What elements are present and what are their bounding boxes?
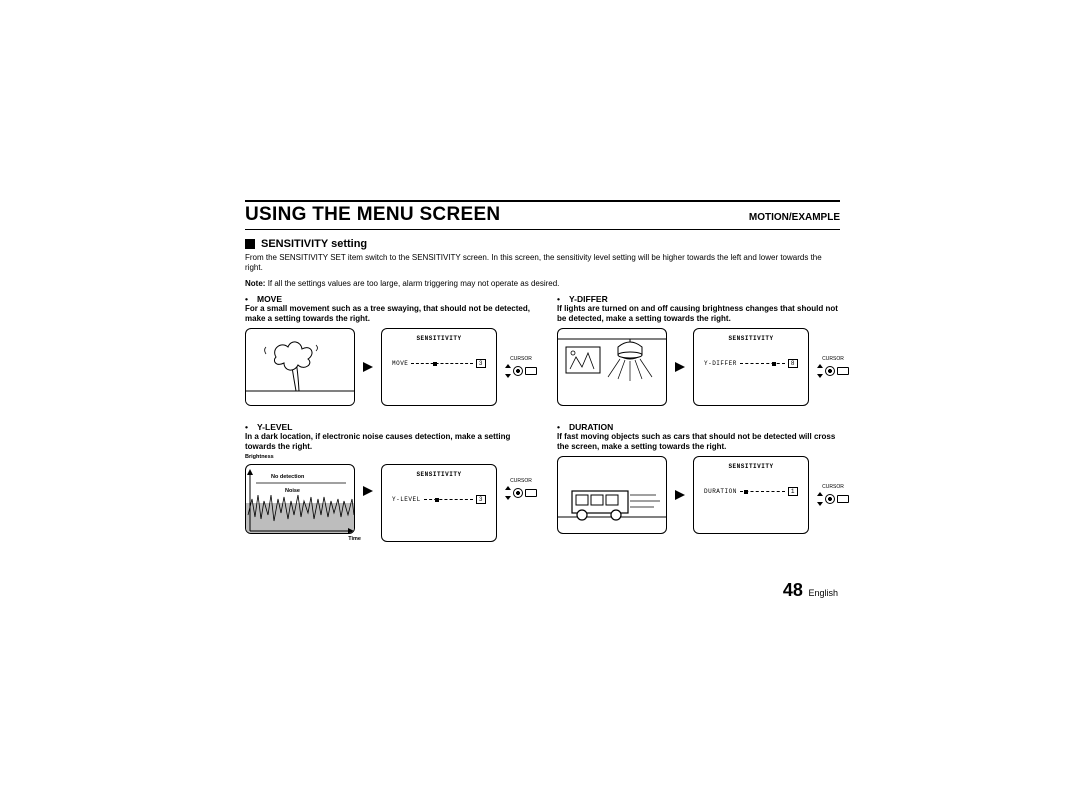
slider-track xyxy=(740,363,785,364)
jog-ring-icon xyxy=(825,366,835,376)
triangle-up-icon xyxy=(817,492,823,496)
item-desc-move: For a small movement such as a tree sway… xyxy=(245,304,537,324)
note-text: If all the settings values are too large… xyxy=(268,279,560,288)
page-language: English xyxy=(808,588,838,598)
value-box: 3 xyxy=(476,359,486,368)
item-head-move: MOVE xyxy=(245,294,537,304)
item-ylevel: Y-LEVEL In a dark location, if electroni… xyxy=(245,422,537,542)
arrow-right-icon xyxy=(363,486,373,496)
right-column: Y-DIFFER If lights are turned on and off… xyxy=(557,294,849,542)
jog-ring-icon xyxy=(513,488,523,498)
arrow-right-icon xyxy=(675,362,685,372)
menu-param: DURATION xyxy=(704,488,737,495)
value-box: 3 xyxy=(476,495,486,504)
menu-title: SENSITIVITY xyxy=(382,335,496,342)
square-bullet-icon xyxy=(245,239,255,249)
section-heading: SENSITIVITY setting xyxy=(245,238,840,250)
item-head-ydiffer: Y-DIFFER xyxy=(557,294,849,304)
menu-param: Y-LEVEL xyxy=(392,496,421,503)
triangle-up-icon xyxy=(817,364,823,368)
item-head-ylevel: Y-LEVEL xyxy=(245,422,537,432)
page-title: USING THE MENU SCREEN xyxy=(245,204,500,226)
section-note: Note: If all the settings values are too… xyxy=(245,279,840,288)
label-nodetection: No detection xyxy=(271,474,304,480)
breadcrumb: MOTION/EXAMPLE xyxy=(749,212,840,223)
label-noise: Noise xyxy=(285,488,300,494)
cursor-control: CURSOR xyxy=(817,356,849,378)
arrow-right-icon xyxy=(363,362,373,372)
menu-title: SENSITIVITY xyxy=(694,335,808,342)
triangle-up-icon xyxy=(505,364,511,368)
cursor-control: CURSOR xyxy=(505,356,537,378)
page-footer: 48 English xyxy=(783,580,838,601)
section-intro: From the SENSITIVITY SET item switch to … xyxy=(245,253,840,274)
triangle-down-icon xyxy=(817,502,823,506)
menu-box-ylevel: SENSITIVITY Y-LEVEL 3 xyxy=(381,464,497,542)
slider-track xyxy=(411,363,472,364)
item-desc-ylevel: In a dark location, if electronic noise … xyxy=(245,432,537,452)
section-title: SENSITIVITY setting xyxy=(261,238,367,250)
cursor-control: CURSOR xyxy=(817,484,849,506)
slider-knob xyxy=(744,490,748,494)
triangle-up-icon xyxy=(505,486,511,490)
jog-ring-icon xyxy=(513,366,523,376)
menu-box-move: SENSITIVITY MOVE 3 xyxy=(381,328,497,406)
slider-track xyxy=(740,491,785,492)
slider-knob xyxy=(772,362,776,366)
item-desc-ydiffer: If lights are turned on and off causing … xyxy=(557,304,849,324)
page-header: USING THE MENU SCREEN MOTION/EXAMPLE xyxy=(245,204,840,230)
menu-param: MOVE xyxy=(392,360,408,367)
thumbnail-tree xyxy=(245,328,355,406)
value-box: 8 xyxy=(788,359,798,368)
cursor-label: CURSOR xyxy=(822,356,844,362)
button-outline-icon xyxy=(837,495,849,503)
cursor-label: CURSOR xyxy=(822,484,844,490)
label-time: Time xyxy=(348,536,361,542)
triangle-down-icon xyxy=(817,374,823,378)
jog-ring-icon xyxy=(825,494,835,504)
item-duration: DURATION If fast moving objects such as … xyxy=(557,422,849,534)
menu-param: Y-DIFFER xyxy=(704,360,737,367)
thumbnail-light xyxy=(557,328,667,406)
thumbnail-car xyxy=(557,456,667,534)
note-label: Note: xyxy=(245,279,265,288)
button-outline-icon xyxy=(525,367,537,375)
menu-title: SENSITIVITY xyxy=(694,463,808,470)
triangle-down-icon xyxy=(505,496,511,500)
item-move: MOVE For a small movement such as a tree… xyxy=(245,294,537,406)
left-column: MOVE For a small movement such as a tree… xyxy=(245,294,537,542)
page-number: 48 xyxy=(783,580,803,600)
slider-knob xyxy=(433,362,437,366)
slider-track xyxy=(424,499,473,500)
arrow-right-icon xyxy=(675,490,685,500)
menu-box-ydiffer: SENSITIVITY Y-DIFFER 8 xyxy=(693,328,809,406)
cursor-control: CURSOR xyxy=(505,478,537,500)
button-outline-icon xyxy=(525,489,537,497)
item-ydiffer: Y-DIFFER If lights are turned on and off… xyxy=(557,294,849,406)
cursor-label: CURSOR xyxy=(510,356,532,362)
menu-box-duration: SENSITIVITY DURATION 1 xyxy=(693,456,809,534)
menu-title: SENSITIVITY xyxy=(382,471,496,478)
item-desc-duration: If fast moving objects such as cars that… xyxy=(557,432,849,452)
label-brightness: Brightness xyxy=(245,454,274,460)
triangle-down-icon xyxy=(505,374,511,378)
cursor-label: CURSOR xyxy=(510,478,532,484)
item-head-duration: DURATION xyxy=(557,422,849,432)
slider-knob xyxy=(435,498,439,502)
value-box: 1 xyxy=(788,487,798,496)
button-outline-icon xyxy=(837,367,849,375)
